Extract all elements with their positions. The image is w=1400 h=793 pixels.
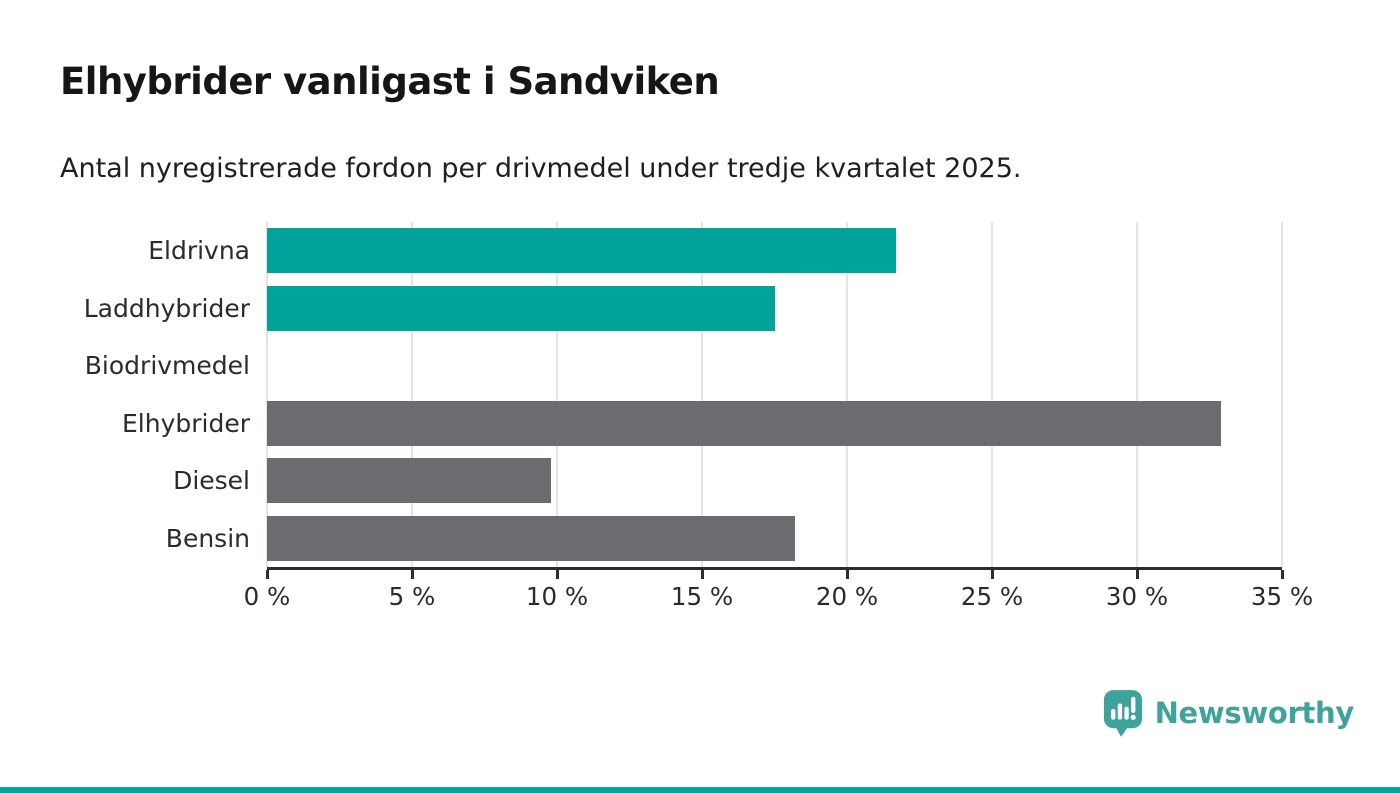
axis-tick-label: 20 % [815, 582, 879, 611]
axis-tick-label: 35 % [1250, 582, 1314, 611]
axis-tick [845, 570, 849, 579]
bar-track [267, 343, 1282, 388]
bar-diesel [267, 458, 552, 504]
category-label: Biodrivmedel [84, 351, 250, 381]
axis-tick [1135, 570, 1139, 579]
axis-tick [1280, 570, 1284, 579]
plot-area [266, 222, 1283, 570]
bar-track [267, 458, 1282, 504]
category-label: Eldrivna [148, 236, 250, 266]
axis-tick-label: 10 % [525, 582, 589, 611]
gridline [266, 222, 268, 567]
axis-tick [700, 570, 704, 579]
chart-row: Biodrivmedel [0, 337, 1282, 395]
gridline [411, 222, 413, 567]
bar-track [267, 400, 1282, 446]
bar-bensin [267, 515, 795, 561]
category-label: Laddhybrider [83, 293, 250, 323]
page-title: Elhybrider vanligast i Sandviken [60, 60, 720, 103]
bar-elhybrider [267, 400, 1222, 446]
bar-track [267, 515, 1282, 561]
bar-chart: Eldrivna Laddhybrider Biodrivmedel Elhybrid… [0, 222, 1313, 642]
chart-row: Diesel [0, 452, 1282, 510]
bar-track [267, 228, 1282, 274]
gridline [846, 222, 848, 567]
chart-row: Elhybrider [0, 395, 1282, 453]
chart-row: Bensin [0, 510, 1282, 568]
bar-laddhybrider [267, 285, 775, 331]
axis-tick-label: 15 % [670, 582, 734, 611]
bar-rows: Eldrivna Laddhybrider Biodrivmedel Elhybrid… [0, 222, 1282, 567]
axis-tick [555, 570, 559, 579]
axis-tick [410, 570, 414, 579]
axis-tick [990, 570, 994, 579]
category-label: Elhybrider [121, 408, 250, 438]
category-label: Diesel [173, 466, 250, 496]
accent-strip [0, 787, 1400, 793]
bar-track [267, 285, 1282, 331]
category-label: Bensin [165, 523, 250, 553]
x-axis-tick-labels: 0 % 5 % 10 % 15 % 20 % 25 % 30 % 35 % [244, 582, 1313, 616]
axis-tick-label: 5 % [388, 582, 436, 611]
gridline [556, 222, 558, 567]
newsworthy-logo-text: Newsworthy [1154, 696, 1355, 730]
chart-subtitle: Antal nyregistrerade fordon per drivmede… [60, 153, 1022, 184]
newsworthy-logo-icon [1103, 690, 1142, 737]
bar-eldrivna [267, 228, 897, 274]
gridline [991, 222, 993, 567]
axis-tick-label: 0 % [243, 582, 291, 611]
chart-row: Eldrivna [0, 222, 1282, 280]
gridline [701, 222, 703, 567]
gridline [1136, 222, 1138, 567]
axis-tick-label: 30 % [1105, 582, 1169, 611]
newsworthy-logo: Newsworthy [1102, 688, 1354, 738]
x-axis-ticks [265, 570, 1284, 580]
chart-row: Laddhybrider [0, 280, 1282, 338]
gridline [1281, 222, 1283, 567]
axis-tick-label: 25 % [960, 582, 1024, 611]
axis-tick [265, 570, 269, 579]
